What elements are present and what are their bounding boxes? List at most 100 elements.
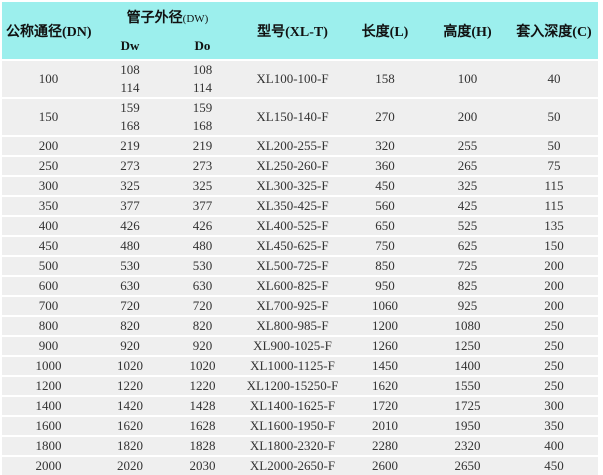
cell-dn: 350 — [2, 195, 95, 216]
cell-model: XL800-985-F — [240, 315, 345, 336]
cell-dw: 325 — [95, 175, 165, 196]
cell-dw: 820 — [95, 315, 165, 336]
cell-model: XL700-925-F — [240, 295, 345, 316]
cell-dn: 300 — [2, 175, 95, 196]
cell-depth: 200 — [510, 255, 598, 276]
cell-length: 158 — [345, 59, 425, 98]
cell-depth: 350 — [510, 415, 598, 436]
cell-depth: 135 — [510, 215, 598, 236]
table-row: 800 820 820 XL800-985-F 1200 1080 250 — [2, 315, 598, 336]
cell-do: 108 114 — [165, 59, 240, 98]
cell-depth: 150 — [510, 235, 598, 256]
cell-dw: 377 — [95, 195, 165, 216]
cell-length: 1720 — [345, 395, 425, 416]
cell-dw: 1220 — [95, 375, 165, 396]
cell-do: 1020 — [165, 355, 240, 376]
table-row: 600 630 630 XL600-825-F 950 825 200 — [2, 275, 598, 296]
cell-depth: 115 — [510, 175, 598, 196]
table-row: 500 530 530 XL500-725-F 850 725 200 — [2, 255, 598, 276]
cell-do: 219 — [165, 135, 240, 156]
cell-depth: 250 — [510, 355, 598, 376]
header-do: Do — [165, 32, 240, 60]
cell-model: XL250-260-F — [240, 155, 345, 176]
cell-dw: 630 — [95, 275, 165, 296]
cell-dn: 2000 — [2, 455, 95, 475]
cell-height: 325 — [425, 175, 510, 196]
cell-dw: 1620 — [95, 415, 165, 436]
cell-do: 1428 — [165, 395, 240, 416]
cell-do: 1828 — [165, 435, 240, 456]
cell-depth: 50 — [510, 135, 598, 156]
cell-length: 1450 — [345, 355, 425, 376]
cell-dn: 1600 — [2, 415, 95, 436]
cell-do: 480 — [165, 235, 240, 256]
header-outer-suffix: (DW) — [182, 13, 209, 25]
cell-do: 377 — [165, 195, 240, 216]
cell-model: XL300-325-F — [240, 175, 345, 196]
cell-dn: 150 — [2, 97, 95, 136]
table-row: 1200 1220 1220 XL1200-15250-F 1620 1550 … — [2, 375, 598, 396]
cell-length: 2280 — [345, 435, 425, 456]
table-row: 300 325 325 XL300-325-F 450 325 115 — [2, 175, 598, 196]
cell-model: XL350-425-F — [240, 195, 345, 216]
cell-height: 925 — [425, 295, 510, 316]
cell-height: 525 — [425, 215, 510, 236]
cell-dw: 1820 — [95, 435, 165, 456]
cell-dn: 1200 — [2, 375, 95, 396]
cell-dn: 200 — [2, 135, 95, 156]
cell-dn: 1000 — [2, 355, 95, 376]
cell-model: XL500-725-F — [240, 255, 345, 276]
header-row-2: Dw Do — [2, 32, 598, 60]
header-dn: 公称通径(DN) — [2, 2, 95, 60]
cell-length: 560 — [345, 195, 425, 216]
cell-dw: 530 — [95, 255, 165, 276]
cell-depth: 75 — [510, 155, 598, 176]
cell-length: 950 — [345, 275, 425, 296]
cell-model: XL1400-1625-F — [240, 395, 345, 416]
cell-dw: 1420 — [95, 395, 165, 416]
cell-depth: 200 — [510, 295, 598, 316]
cell-dn: 1800 — [2, 435, 95, 456]
cell-model: XL200-255-F — [240, 135, 345, 156]
header-row-1: 公称通径(DN) 管子外径(DW) 型号(XL-T) 长度(L) 高度(H) 套… — [2, 2, 598, 60]
cell-height: 625 — [425, 235, 510, 256]
cell-height: 1080 — [425, 315, 510, 336]
cell-dn: 450 — [2, 235, 95, 256]
header-depth: 套入深度(C) — [510, 2, 598, 60]
header-outer-label: 管子外径 — [126, 11, 183, 26]
cell-length: 850 — [345, 255, 425, 276]
cell-dw: 426 — [95, 215, 165, 236]
table-row: 1800 1820 1828 XL1800-2320-F 2280 2320 4… — [2, 435, 598, 456]
cell-length: 1200 — [345, 315, 425, 336]
cell-do: 720 — [165, 295, 240, 316]
header-height: 高度(H) — [425, 2, 510, 60]
cell-depth: 50 — [510, 97, 598, 136]
cell-height: 725 — [425, 255, 510, 276]
cell-depth: 450 — [510, 455, 598, 475]
cell-dn: 700 — [2, 295, 95, 316]
cell-do: 325 — [165, 175, 240, 196]
cell-depth: 250 — [510, 375, 598, 396]
cell-dw: 480 — [95, 235, 165, 256]
cell-depth: 115 — [510, 195, 598, 216]
cell-model: XL450-625-F — [240, 235, 345, 256]
cell-do: 1628 — [165, 415, 240, 436]
cell-height: 425 — [425, 195, 510, 216]
cell-height: 200 — [425, 97, 510, 136]
table-row: 250 273 273 XL250-260-F 360 265 75 — [2, 155, 598, 176]
cell-length: 450 — [345, 175, 425, 196]
cell-length: 270 — [345, 97, 425, 136]
table-body: 100 108 114 108 114 XL100-100-F 158 100 … — [2, 59, 598, 475]
table-row: 2000 2020 2030 XL2000-2650-F 2600 2650 4… — [2, 455, 598, 475]
cell-length: 1060 — [345, 295, 425, 316]
cell-do: 273 — [165, 155, 240, 176]
cell-dw: 219 — [95, 135, 165, 156]
table-row: 700 720 720 XL700-925-F 1060 925 200 — [2, 295, 598, 316]
cell-dw: 2020 — [95, 455, 165, 475]
cell-dw: 273 — [95, 155, 165, 176]
cell-height: 1550 — [425, 375, 510, 396]
cell-model: XL900-1025-F — [240, 335, 345, 356]
cell-height: 1250 — [425, 335, 510, 356]
cell-do: 630 — [165, 275, 240, 296]
